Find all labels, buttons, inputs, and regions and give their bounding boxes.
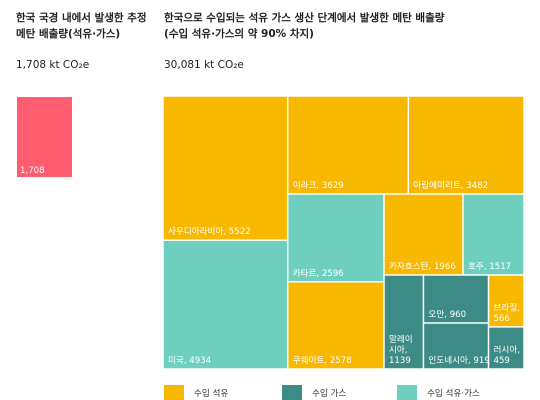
treemap-cell-카타르 [288,194,384,282]
domestic-title-line-1: 한국 국경 내에서 발생한 추정 [16,12,147,24]
treemap-cell-브라질 [489,275,524,327]
treemap-cell-인도네시아 [424,323,488,369]
treemap-cell-이라크 [288,96,408,194]
legend-label-oilgas: 수입 석유·가스 [427,388,480,399]
imported-total: 30,081 kt CO₂e [164,59,244,71]
treemap-label-브라질: 브라질, 566 [494,301,520,324]
legend-swatch-oil [164,385,184,400]
treemap-label-인도네시아: 인도네시아, 919 [428,355,489,366]
treemap-label-카자흐스탄: 카자흐스탄, 1966 [389,261,456,272]
treemap-label-아랍에미리트: 아랍에미리트, 3482 [413,180,488,191]
treemap-cell-카자흐스탄 [384,194,463,275]
treemap-cell-말레이시아 [384,275,423,369]
treemap-cell-러시아 [489,327,524,369]
imported-chart-title: 한국으로 수입되는 석유 가스 생산 단계에서 발생한 메탄 배출량 (수입 석… [164,10,524,42]
treemap-label-이라크: 이라크, 3629 [293,180,344,191]
imported-title-line-2: (수입 석유·가스의 약 90% 차지) [164,28,314,40]
treemap-label-카타르: 카타르, 2596 [293,268,344,279]
domestic-chart-title: 한국 국경 내에서 발생한 추정 메탄 배출량(석유·가스) [16,10,156,42]
treemap-label-말레이시아: 말레이 시아, 1139 [389,333,413,366]
legend-label-oil: 수입 석유 [194,388,228,399]
treemap-cell-호주 [463,194,524,275]
treemap-label-미국: 미국, 4934 [168,355,211,366]
domestic-total: 1,708 kt CO₂e [16,59,90,71]
domestic-label: 1,708 [20,166,45,176]
legend-swatch-oilgas [397,385,417,400]
treemap-cell-아랍에미리트 [409,96,524,194]
treemap-cell-사우디아라비아 [163,96,287,240]
treemap-cell-오만 [424,275,488,323]
imported-title-line-1: 한국으로 수입되는 석유 가스 생산 단계에서 발생한 메탄 배출량 [164,12,445,24]
treemap-label-러시아: 러시아, 459 [494,345,520,367]
domestic-block [17,97,72,177]
domestic-title-line-2: 메탄 배출량(석유·가스) [16,28,121,40]
treemap-label-오만: 오만, 960 [428,309,466,320]
legend-label-gas: 수입 가스 [312,388,346,399]
treemap-label-호주: 호주, 1517 [468,261,511,272]
treemap-cell-미국 [163,240,287,369]
legend-swatch-gas [282,385,302,400]
treemap-label-쿠웨이트: 쿠웨이트, 2578 [293,354,352,366]
treemap-label-사우디아라비아: 사우디아라비아, 5522 [168,226,251,237]
treemap-cell-쿠웨이트 [288,282,384,369]
